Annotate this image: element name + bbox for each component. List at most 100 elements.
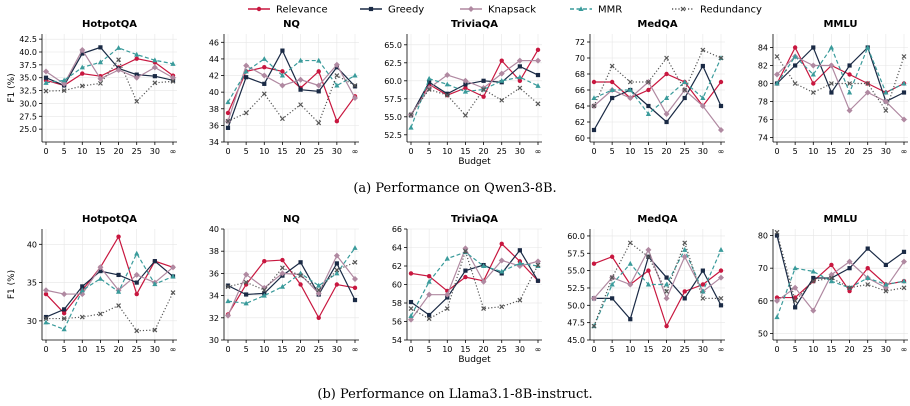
chart-title: MMLU	[823, 214, 857, 225]
series-line	[776, 45, 905, 95]
y-tick-label: 76	[758, 116, 768, 125]
data-point	[645, 111, 652, 116]
y-tick-label: 50.0	[567, 301, 585, 310]
data-point	[901, 54, 907, 59]
data-point	[700, 288, 706, 294]
x-tick-label: ∞	[352, 147, 359, 156]
data-point	[297, 57, 304, 63]
data-point	[718, 127, 724, 133]
data-point	[61, 88, 67, 93]
data-point	[408, 299, 414, 305]
data-point	[609, 87, 615, 92]
x-tick-label: 20	[113, 345, 123, 354]
data-point	[316, 69, 321, 74]
data-point	[352, 245, 358, 250]
series-line	[594, 255, 722, 321]
x-tick-label: 0	[774, 147, 779, 156]
data-point	[810, 90, 816, 95]
data-point	[225, 283, 231, 288]
data-point	[426, 87, 432, 92]
data-point	[664, 55, 669, 61]
legend-marker	[578, 6, 584, 11]
data-point	[810, 307, 817, 314]
data-point	[243, 110, 249, 116]
x-tick-label: 15	[460, 345, 470, 354]
y-tick-label: 78	[758, 98, 768, 107]
data-point	[610, 95, 615, 101]
series-line	[227, 58, 356, 103]
data-point	[334, 73, 340, 78]
data-point	[134, 98, 140, 104]
data-point	[700, 295, 706, 301]
data-point	[80, 51, 85, 56]
series-line	[45, 266, 174, 295]
data-point	[847, 288, 852, 294]
series-mmr	[591, 247, 724, 329]
x-tick-label: 25	[132, 147, 142, 156]
y-tick-label: 55.0	[567, 267, 585, 276]
data-point	[134, 56, 139, 61]
data-point	[774, 297, 780, 304]
chart-title: MedQA	[637, 19, 677, 30]
series-redundancy	[408, 248, 541, 322]
data-point	[316, 287, 322, 293]
data-point	[80, 71, 85, 76]
series-line	[593, 64, 722, 131]
series-mmr	[43, 250, 176, 332]
data-point	[280, 69, 285, 74]
x-tick-label: ∞	[352, 345, 359, 354]
data-point	[279, 283, 286, 289]
data-point	[699, 103, 706, 109]
data-point	[664, 323, 669, 329]
data-point	[864, 89, 871, 96]
data-point	[499, 58, 504, 63]
series-line	[45, 46, 174, 87]
data-point	[664, 71, 669, 77]
legend-marker	[680, 6, 686, 12]
data-point	[43, 88, 49, 94]
x-tick-label: 20	[844, 345, 854, 354]
data-point	[298, 260, 303, 265]
data-point	[408, 112, 414, 118]
y-tick-label: 30.0	[19, 99, 37, 108]
y-tick-label: 34	[209, 138, 219, 147]
data-point	[883, 262, 888, 268]
y-tick-label: 68	[575, 70, 585, 79]
series-line	[410, 242, 539, 292]
data-point	[334, 270, 340, 276]
y-axis-label: F1 (%)	[7, 270, 17, 299]
data-point	[810, 62, 817, 69]
series-line	[227, 63, 356, 122]
series-line	[227, 66, 356, 123]
data-point	[481, 306, 486, 311]
x-tick-label: 25	[863, 345, 873, 354]
data-point	[847, 72, 852, 77]
data-point	[499, 78, 505, 83]
data-point	[645, 246, 652, 253]
series-line	[227, 261, 356, 301]
data-point	[79, 314, 85, 320]
data-point	[444, 72, 451, 79]
data-point	[115, 288, 122, 294]
y-tick-label: 52.5	[384, 131, 402, 140]
y-tick-label: 57.5	[567, 249, 585, 258]
data-point	[316, 282, 322, 288]
chart-medqa-qwen: MedQA 60 62 64 66 68 70 72 0 5 10 15 20 25 30 ∞	[575, 19, 725, 156]
data-point	[829, 90, 834, 95]
data-point	[591, 127, 597, 133]
y-tick-label: 54	[392, 336, 402, 345]
data-point	[718, 79, 724, 85]
y-tick-label: 64	[575, 102, 585, 111]
series-line	[776, 56, 905, 112]
data-point	[463, 274, 468, 280]
series-line	[593, 248, 722, 327]
x-tick-label: ∞	[535, 147, 542, 156]
chart-mmlu-qwen: MMLU 74 76 78 80 82 84 0 5 10 15 20 25 30 ∞	[758, 19, 908, 156]
series-relevance	[225, 257, 358, 320]
x-tick-label: 10	[442, 147, 452, 156]
y-tick-label: 55.0	[384, 113, 402, 122]
legend-label: Relevance	[276, 5, 328, 16]
data-point	[79, 287, 85, 293]
data-point	[298, 102, 303, 108]
data-point	[901, 258, 907, 265]
